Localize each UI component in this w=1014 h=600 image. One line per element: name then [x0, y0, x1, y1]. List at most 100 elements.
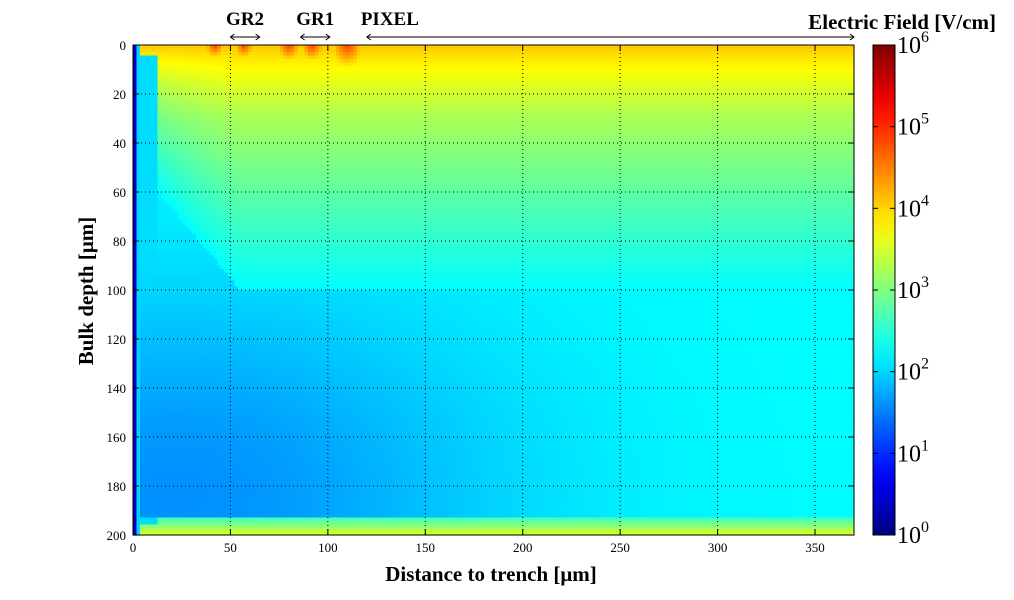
- heatmap-cell: [630, 45, 635, 50]
- heatmap-cell: [476, 73, 481, 78]
- heatmap-cell: [290, 108, 295, 113]
- heatmap-cell: [444, 55, 449, 60]
- heatmap-cell: [668, 90, 673, 95]
- heatmap-cell: [371, 122, 376, 127]
- heatmap-cell: [836, 108, 841, 113]
- heatmap-cell: [672, 83, 677, 88]
- heatmap-cell: [833, 87, 838, 92]
- heatmap-cell: [269, 104, 274, 109]
- heatmap-cell: [381, 118, 386, 123]
- heatmap-cell: [644, 94, 649, 99]
- heatmap-cell: [315, 87, 320, 92]
- heatmap-cell: [175, 62, 180, 67]
- heatmap-cell: [654, 62, 659, 67]
- heatmap-cell: [157, 94, 162, 99]
- heatmap-cell: [595, 73, 600, 78]
- heatmap-cell: [588, 118, 593, 123]
- heatmap-cell: [819, 66, 824, 71]
- heatmap-cell: [570, 48, 575, 53]
- heatmap-cell: [178, 111, 183, 116]
- heatmap-cell: [829, 80, 834, 85]
- heatmap-cell: [189, 111, 194, 116]
- heatmap-cell: [805, 122, 810, 127]
- heatmap-cell: [203, 62, 208, 67]
- heatmap-cell: [353, 62, 358, 67]
- heatmap-cell: [822, 87, 827, 92]
- heatmap-cell: [560, 48, 565, 53]
- heatmap-cell: [248, 122, 253, 127]
- heatmap-cell: [805, 55, 810, 60]
- heatmap-cell: [290, 122, 295, 127]
- heatmap-cell: [273, 66, 278, 71]
- heatmap-cell: [434, 45, 439, 50]
- heatmap-cell: [728, 101, 733, 106]
- heatmap-cell: [350, 59, 355, 64]
- heatmap-cell: [325, 125, 330, 130]
- heatmap-cell: [339, 73, 344, 78]
- heatmap-cell: [147, 73, 152, 78]
- heatmap-cell: [381, 55, 386, 60]
- heatmap-cell: [535, 94, 540, 99]
- heatmap-cell: [581, 108, 586, 113]
- heatmap-cell: [693, 115, 698, 120]
- heatmap-cell: [385, 76, 390, 81]
- heatmap-cell: [192, 62, 197, 67]
- heatmap-cell: [616, 111, 621, 116]
- heatmap-cell: [241, 94, 246, 99]
- heatmap-cell: [178, 90, 183, 95]
- heatmap-cell: [234, 83, 239, 88]
- heatmap-cell: [686, 66, 691, 71]
- heatmap-cell: [136, 115, 141, 120]
- heatmap-cell: [850, 104, 855, 109]
- heatmap-cell: [462, 115, 467, 120]
- heatmap-cell: [847, 104, 852, 109]
- heatmap-cell: [210, 101, 215, 106]
- heatmap-cell: [833, 66, 838, 71]
- heatmap-cell: [679, 104, 684, 109]
- heatmap-cell: [332, 62, 337, 67]
- heatmap-cell: [164, 52, 169, 57]
- heatmap-cell: [161, 73, 166, 78]
- heatmap-cell: [448, 66, 453, 71]
- heatmap-cell: [476, 87, 481, 92]
- heatmap-cell: [847, 90, 852, 95]
- heatmap-cell: [154, 122, 159, 127]
- heatmap-cell: [563, 83, 568, 88]
- heatmap-cell: [626, 97, 631, 102]
- heatmap-cell: [570, 73, 575, 78]
- heatmap-cell: [605, 87, 610, 92]
- heatmap-cell: [749, 111, 754, 116]
- heatmap-cell: [724, 62, 729, 67]
- heatmap-cell: [339, 125, 344, 130]
- heatmap-cell: [826, 108, 831, 113]
- heatmap-cell: [801, 108, 806, 113]
- heatmap-cell: [563, 125, 568, 130]
- heatmap-cell: [336, 80, 341, 85]
- heatmap-cell: [787, 125, 792, 130]
- heatmap-cell: [171, 104, 176, 109]
- heatmap-cell: [325, 73, 330, 78]
- heatmap-cell: [182, 125, 187, 130]
- heatmap-cell: [798, 97, 803, 102]
- heatmap-cell: [325, 52, 330, 57]
- heatmap-cell: [770, 48, 775, 53]
- heatmap-cell: [168, 108, 173, 113]
- heatmap-cell: [479, 83, 484, 88]
- heatmap-cell: [213, 48, 218, 53]
- heatmap-cell: [161, 59, 166, 64]
- heatmap-cell: [224, 115, 229, 120]
- heatmap-cell: [570, 45, 575, 50]
- heatmap-cell: [612, 45, 617, 50]
- heatmap-cell: [189, 80, 194, 85]
- heatmap-cell: [378, 111, 383, 116]
- heatmap-cell: [696, 101, 701, 106]
- heatmap-cell: [189, 125, 194, 130]
- heatmap-cell: [399, 48, 404, 53]
- heatmap-cell: [322, 104, 327, 109]
- heatmap-cell: [269, 76, 274, 81]
- heatmap-cell: [203, 101, 208, 106]
- heatmap-cell: [476, 52, 481, 57]
- heatmap-cell: [325, 66, 330, 71]
- heatmap-cell: [773, 94, 778, 99]
- heatmap-cell: [539, 76, 544, 81]
